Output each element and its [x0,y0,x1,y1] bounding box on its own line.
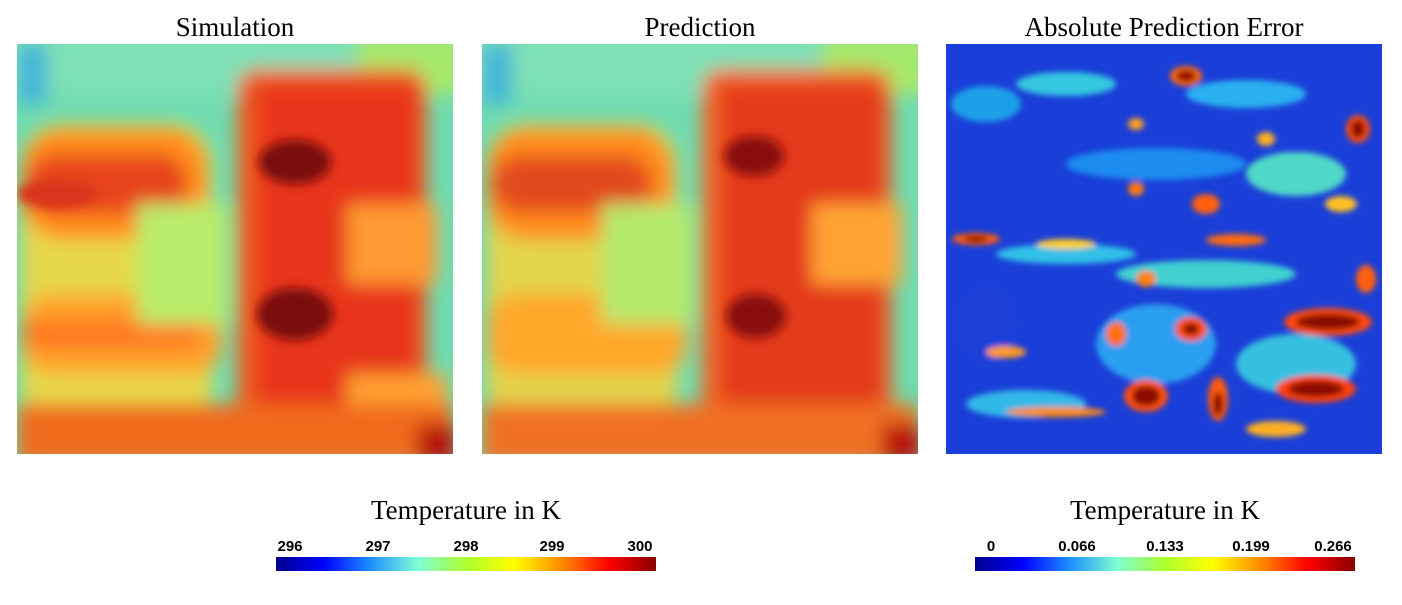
prediction-title: Prediction [644,12,756,42]
left-tick-label: 297 [365,538,391,555]
left-colorbar [276,557,656,571]
left-tick-label: 298 [453,538,479,555]
left-colorbar-title: Temperature in K [370,495,562,525]
left-tick-label: 300 [627,538,653,555]
simulation-title: Simulation [175,12,295,42]
left-tick-label: 296 [277,538,303,555]
right-tick-label: 0.133 [1146,538,1184,555]
right-tick-label: 0.199 [1232,538,1270,555]
right-colorbar-ticks: 0 0.066 0.133 0.199 0.266 [975,537,1355,557]
right-colorbar [975,557,1355,571]
right-tick-label: 0 [986,538,996,555]
error-heatmap [946,44,1382,454]
error-title: Absolute Prediction Error [1024,12,1304,42]
left-tick-label: 299 [539,538,565,555]
prediction-heatmap [482,44,918,454]
right-colorbar-title: Temperature in K [1069,495,1261,525]
right-tick-label: 0.066 [1058,538,1096,555]
left-colorbar-ticks: 296 297 298 299 300 [276,537,656,557]
right-tick-label: 0.266 [1314,538,1352,555]
simulation-heatmap [17,44,453,454]
